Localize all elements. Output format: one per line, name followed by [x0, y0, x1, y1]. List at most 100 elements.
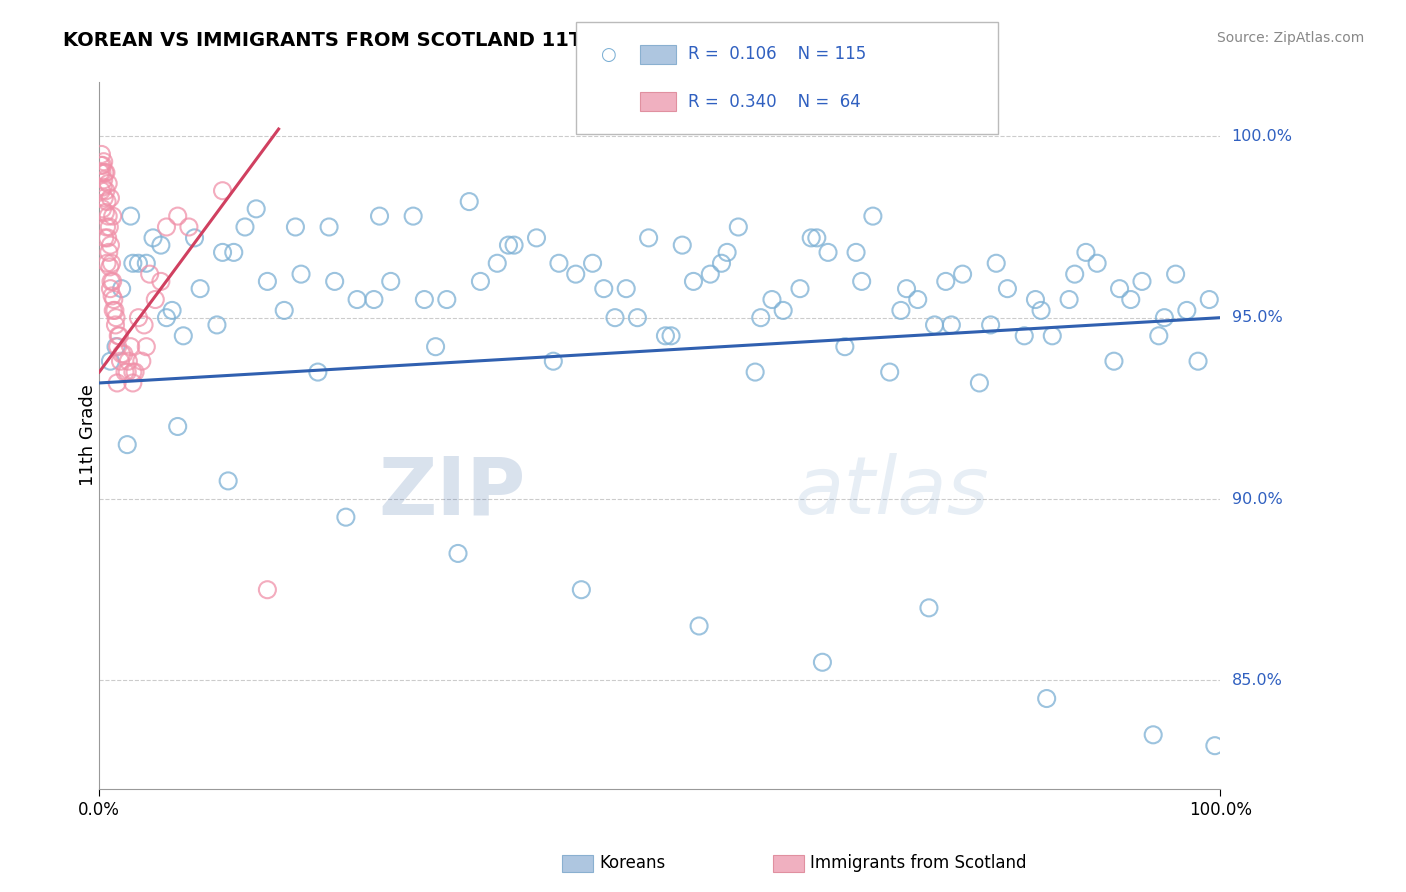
Point [1035, 691, 1057, 706]
Point [103, 303, 125, 318]
Point [94, 205, 117, 219]
Point [90, 158, 112, 172]
Text: R =  0.106    N = 115: R = 0.106 N = 115 [688, 45, 866, 63]
Text: 85.0%: 85.0% [1232, 673, 1282, 688]
Point [121, 365, 143, 379]
Point [93, 173, 115, 187]
Point [1142, 728, 1164, 742]
Point [121, 256, 143, 270]
Point [97, 209, 120, 223]
Point [749, 310, 772, 325]
Point [132, 318, 155, 332]
Point [671, 238, 693, 252]
Point [997, 282, 1019, 296]
Point [100, 256, 122, 270]
Point [346, 293, 368, 307]
Point [100, 274, 122, 288]
Point [91, 158, 114, 172]
Point [105, 310, 128, 325]
Point [160, 303, 183, 318]
Point [117, 354, 139, 368]
Point [127, 256, 149, 270]
Point [564, 267, 586, 281]
Point [115, 365, 138, 379]
Point [91, 202, 114, 216]
Point [890, 303, 912, 318]
Point [1187, 354, 1209, 368]
Point [97, 231, 120, 245]
Point [710, 256, 733, 270]
Text: Immigrants from Scotland: Immigrants from Scotland [810, 855, 1026, 872]
Text: ○: ○ [600, 45, 616, 63]
Point [97, 245, 120, 260]
Point [307, 365, 329, 379]
Point [851, 274, 873, 288]
Point [592, 282, 614, 296]
Point [105, 376, 128, 390]
Point [93, 154, 115, 169]
Point [104, 303, 127, 318]
Point [96, 256, 118, 270]
Point [94, 231, 117, 245]
Point [103, 293, 125, 307]
Point [100, 238, 122, 252]
Point [1040, 328, 1063, 343]
Point [637, 231, 659, 245]
Point [91, 180, 114, 194]
Point [1057, 293, 1080, 307]
Point [172, 328, 194, 343]
Point [183, 231, 205, 245]
Point [447, 546, 470, 560]
Point [896, 282, 918, 296]
Text: ZIP: ZIP [378, 453, 526, 531]
Point [89, 165, 111, 179]
Point [744, 365, 766, 379]
Point [614, 282, 637, 296]
Point [1119, 293, 1142, 307]
Point [318, 219, 340, 234]
Point [100, 354, 122, 368]
Point [93, 191, 115, 205]
Y-axis label: 11th Grade: 11th Grade [79, 384, 97, 486]
Point [256, 274, 278, 288]
Point [862, 209, 884, 223]
Point [498, 238, 520, 252]
Point [688, 619, 710, 633]
Point [817, 245, 839, 260]
Point [90, 147, 112, 161]
Point [543, 354, 565, 368]
Point [121, 376, 143, 390]
Point [368, 209, 391, 223]
Point [98, 219, 121, 234]
Text: Koreans: Koreans [599, 855, 665, 872]
Point [94, 165, 117, 179]
Point [284, 219, 307, 234]
Point [124, 365, 146, 379]
Point [458, 194, 481, 209]
Point [1102, 354, 1125, 368]
Point [1147, 328, 1170, 343]
Point [380, 274, 402, 288]
Point [100, 191, 122, 205]
Point [626, 310, 648, 325]
Point [413, 293, 436, 307]
Point [155, 219, 177, 234]
Point [1153, 310, 1175, 325]
Text: 100.0%: 100.0% [1232, 128, 1292, 144]
Point [96, 194, 118, 209]
Point [142, 231, 165, 245]
Point [107, 340, 129, 354]
Point [548, 256, 571, 270]
Point [107, 328, 129, 343]
Point [120, 209, 142, 223]
Point [245, 202, 267, 216]
Point [879, 365, 901, 379]
Point [101, 209, 124, 223]
Point [1063, 267, 1085, 281]
Point [1024, 293, 1046, 307]
Point [222, 245, 245, 260]
Point [120, 340, 142, 354]
Point [90, 184, 112, 198]
Point [335, 510, 357, 524]
Point [1130, 274, 1153, 288]
